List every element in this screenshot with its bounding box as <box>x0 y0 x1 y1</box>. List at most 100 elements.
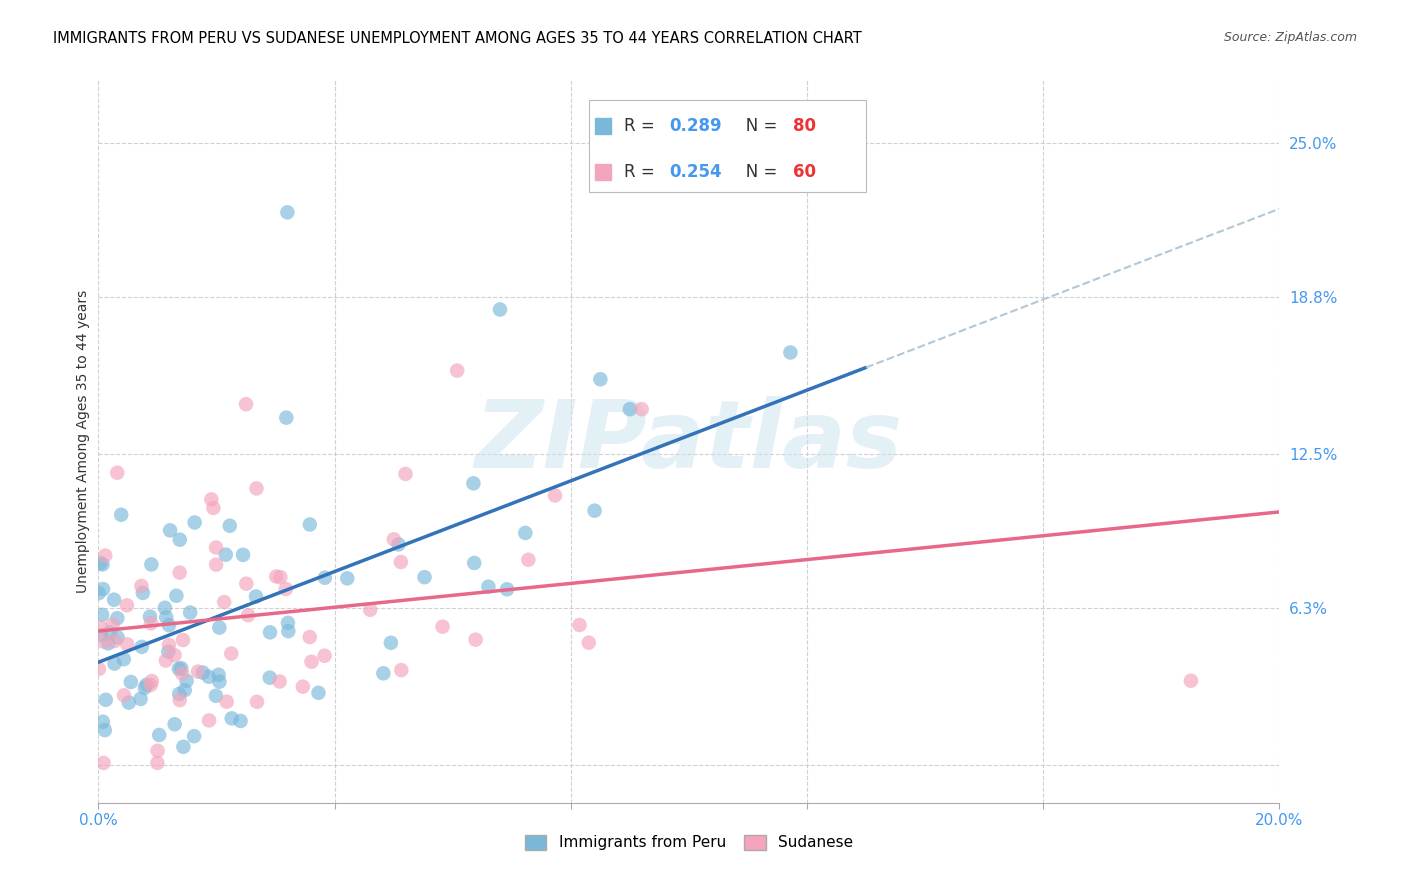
Point <box>110 508 132 522</box>
Point <box>183 729 205 743</box>
Point <box>198 670 221 684</box>
Point <box>87 662 110 676</box>
Point <box>97 636 120 650</box>
Point <box>155 610 177 624</box>
Point <box>191 665 214 680</box>
Point <box>200 492 222 507</box>
Text: R =: R = <box>624 163 659 181</box>
Point <box>94 549 117 563</box>
Text: IMMIGRANTS FROM PERU VS SUDANESE UNEMPLOYMENT AMONG AGES 35 TO 44 YEARS CORRELAT: IMMIGRANTS FROM PERU VS SUDANESE UNEMPLO… <box>53 31 862 46</box>
Point <box>172 739 194 754</box>
Point <box>245 482 267 496</box>
Point <box>1180 673 1202 688</box>
Point <box>489 302 512 317</box>
Point <box>135 678 157 692</box>
Point <box>148 728 170 742</box>
Point <box>277 624 299 639</box>
Point <box>207 667 229 681</box>
Text: 0.254: 0.254 <box>669 163 721 181</box>
Point <box>215 695 238 709</box>
Point <box>382 533 405 547</box>
Point <box>112 688 135 702</box>
Point <box>544 488 567 502</box>
Point <box>298 630 321 644</box>
Point <box>264 569 287 583</box>
Point <box>131 640 153 654</box>
Point <box>389 555 412 569</box>
Point <box>389 663 412 677</box>
Point <box>131 579 153 593</box>
Point <box>202 500 225 515</box>
Point <box>87 586 110 600</box>
Point <box>163 648 186 662</box>
Point <box>413 570 436 584</box>
Point <box>232 548 254 562</box>
Point <box>515 525 537 540</box>
Point <box>245 590 267 604</box>
Point <box>115 637 138 651</box>
Text: N =: N = <box>730 117 783 135</box>
Point <box>176 673 198 688</box>
Point <box>235 576 257 591</box>
Point <box>208 621 231 635</box>
Point <box>103 592 125 607</box>
Point <box>90 621 112 635</box>
Point <box>269 570 291 584</box>
Point <box>103 657 125 671</box>
Point <box>394 467 416 481</box>
Point <box>630 402 652 417</box>
Point <box>169 693 191 707</box>
Point <box>141 674 163 689</box>
Point <box>205 689 228 703</box>
Point <box>301 655 323 669</box>
Point <box>517 553 540 567</box>
Point <box>373 666 395 681</box>
Point <box>159 524 181 538</box>
Point <box>291 680 314 694</box>
Point <box>120 675 142 690</box>
Point <box>146 756 169 770</box>
Legend: Immigrants from Peru, Sudanese: Immigrants from Peru, Sudanese <box>519 829 859 856</box>
Point <box>568 618 591 632</box>
Point <box>218 518 240 533</box>
Point <box>105 466 128 480</box>
Point <box>779 345 801 359</box>
Point <box>583 504 606 518</box>
Point <box>274 582 297 596</box>
Point <box>336 571 359 585</box>
Point <box>129 692 152 706</box>
Point <box>246 695 269 709</box>
Point <box>91 714 114 729</box>
Point <box>139 616 162 631</box>
Point <box>446 363 468 377</box>
Point <box>91 558 114 572</box>
Text: 80: 80 <box>793 117 815 135</box>
Point <box>93 634 115 648</box>
Point <box>205 558 228 572</box>
Point <box>139 609 162 624</box>
Point <box>496 582 519 597</box>
Point <box>359 603 381 617</box>
Point <box>219 647 242 661</box>
Point <box>205 541 228 555</box>
Point <box>277 615 299 630</box>
Point <box>619 402 641 417</box>
Point <box>238 608 260 623</box>
Point <box>105 611 128 625</box>
Text: ZIPatlas: ZIPatlas <box>475 395 903 488</box>
Point <box>153 600 176 615</box>
Point <box>314 648 336 663</box>
Point <box>269 674 291 689</box>
Point <box>155 653 177 667</box>
Point <box>589 372 612 386</box>
FancyBboxPatch shape <box>589 100 866 193</box>
Point <box>118 696 141 710</box>
Point <box>215 548 238 562</box>
Text: R =: R = <box>624 117 659 135</box>
Point <box>167 687 190 701</box>
Point <box>157 638 180 652</box>
Text: 60: 60 <box>793 163 815 181</box>
Point <box>208 674 231 689</box>
Point <box>170 661 193 675</box>
Point <box>98 625 121 640</box>
